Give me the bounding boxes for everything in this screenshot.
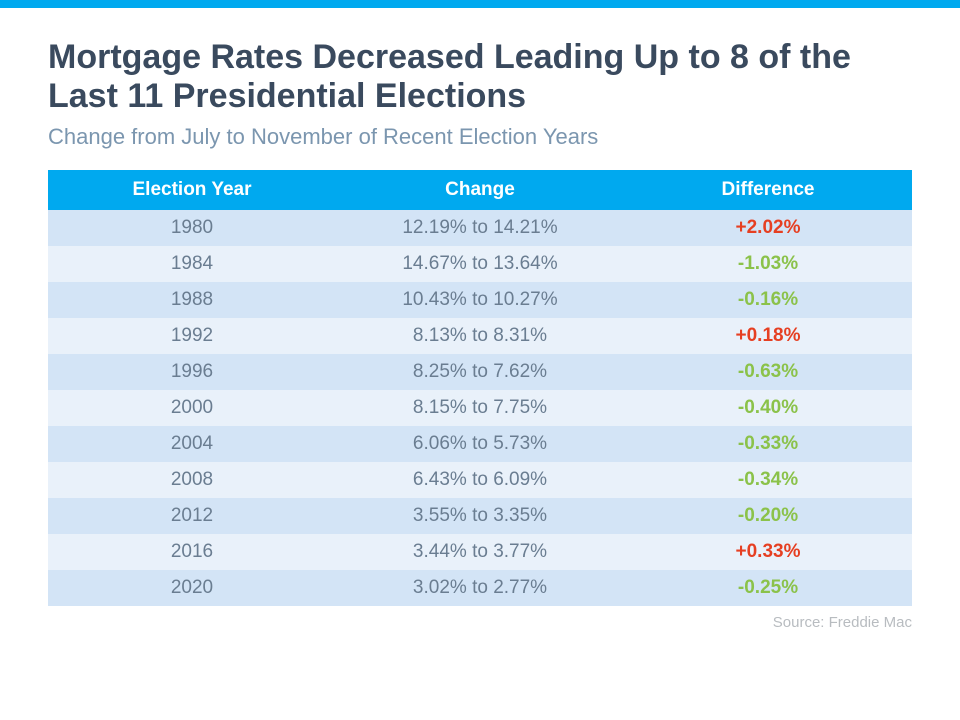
cell-difference: -0.63% xyxy=(624,354,912,390)
cell-change: 12.19% to 14.21% xyxy=(336,210,624,246)
cell-year: 1992 xyxy=(48,318,336,354)
table-row: 20203.02% to 2.77%-0.25% xyxy=(48,570,912,606)
cell-year: 2016 xyxy=(48,534,336,570)
cell-change: 6.43% to 6.09% xyxy=(336,462,624,498)
table-header-row: Election Year Change Difference xyxy=(48,170,912,210)
table-row: 198414.67% to 13.64%-1.03% xyxy=(48,246,912,282)
cell-difference: +0.33% xyxy=(624,534,912,570)
cell-change: 8.25% to 7.62% xyxy=(336,354,624,390)
table-row: 20046.06% to 5.73%-0.33% xyxy=(48,426,912,462)
cell-difference: -0.25% xyxy=(624,570,912,606)
page-subtitle: Change from July to November of Recent E… xyxy=(48,124,912,150)
cell-difference: -0.16% xyxy=(624,282,912,318)
table-row: 20123.55% to 3.35%-0.20% xyxy=(48,498,912,534)
cell-change: 10.43% to 10.27% xyxy=(336,282,624,318)
cell-change: 3.55% to 3.35% xyxy=(336,498,624,534)
table-body: 198012.19% to 14.21%+2.02%198414.67% to … xyxy=(48,210,912,606)
cell-year: 2012 xyxy=(48,498,336,534)
table-row: 20086.43% to 6.09%-0.34% xyxy=(48,462,912,498)
content-area: Mortgage Rates Decreased Leading Up to 8… xyxy=(0,8,960,631)
cell-change: 14.67% to 13.64% xyxy=(336,246,624,282)
cell-difference: -0.33% xyxy=(624,426,912,462)
table-row: 198810.43% to 10.27%-0.16% xyxy=(48,282,912,318)
table-row: 20163.44% to 3.77%+0.33% xyxy=(48,534,912,570)
cell-year: 2020 xyxy=(48,570,336,606)
cell-year: 2008 xyxy=(48,462,336,498)
source-attribution: Source: Freddie Mac xyxy=(48,614,912,631)
cell-change: 6.06% to 5.73% xyxy=(336,426,624,462)
cell-difference: -0.34% xyxy=(624,462,912,498)
table-row: 198012.19% to 14.21%+2.02% xyxy=(48,210,912,246)
cell-year: 1984 xyxy=(48,246,336,282)
cell-year: 2004 xyxy=(48,426,336,462)
rates-table: Election Year Change Difference 198012.1… xyxy=(48,170,912,606)
page-title: Mortgage Rates Decreased Leading Up to 8… xyxy=(48,38,912,116)
cell-difference: -0.20% xyxy=(624,498,912,534)
cell-difference: +2.02% xyxy=(624,210,912,246)
col-header-change: Change xyxy=(336,170,624,210)
cell-difference: -1.03% xyxy=(624,246,912,282)
cell-year: 1988 xyxy=(48,282,336,318)
accent-top-bar xyxy=(0,0,960,8)
cell-difference: +0.18% xyxy=(624,318,912,354)
cell-year: 1996 xyxy=(48,354,336,390)
table-row: 19968.25% to 7.62%-0.63% xyxy=(48,354,912,390)
cell-change: 3.02% to 2.77% xyxy=(336,570,624,606)
cell-year: 1980 xyxy=(48,210,336,246)
cell-difference: -0.40% xyxy=(624,390,912,426)
cell-change: 3.44% to 3.77% xyxy=(336,534,624,570)
cell-change: 8.13% to 8.31% xyxy=(336,318,624,354)
col-header-year: Election Year xyxy=(48,170,336,210)
table-row: 19928.13% to 8.31%+0.18% xyxy=(48,318,912,354)
cell-change: 8.15% to 7.75% xyxy=(336,390,624,426)
cell-year: 2000 xyxy=(48,390,336,426)
col-header-difference: Difference xyxy=(624,170,912,210)
table-row: 20008.15% to 7.75%-0.40% xyxy=(48,390,912,426)
